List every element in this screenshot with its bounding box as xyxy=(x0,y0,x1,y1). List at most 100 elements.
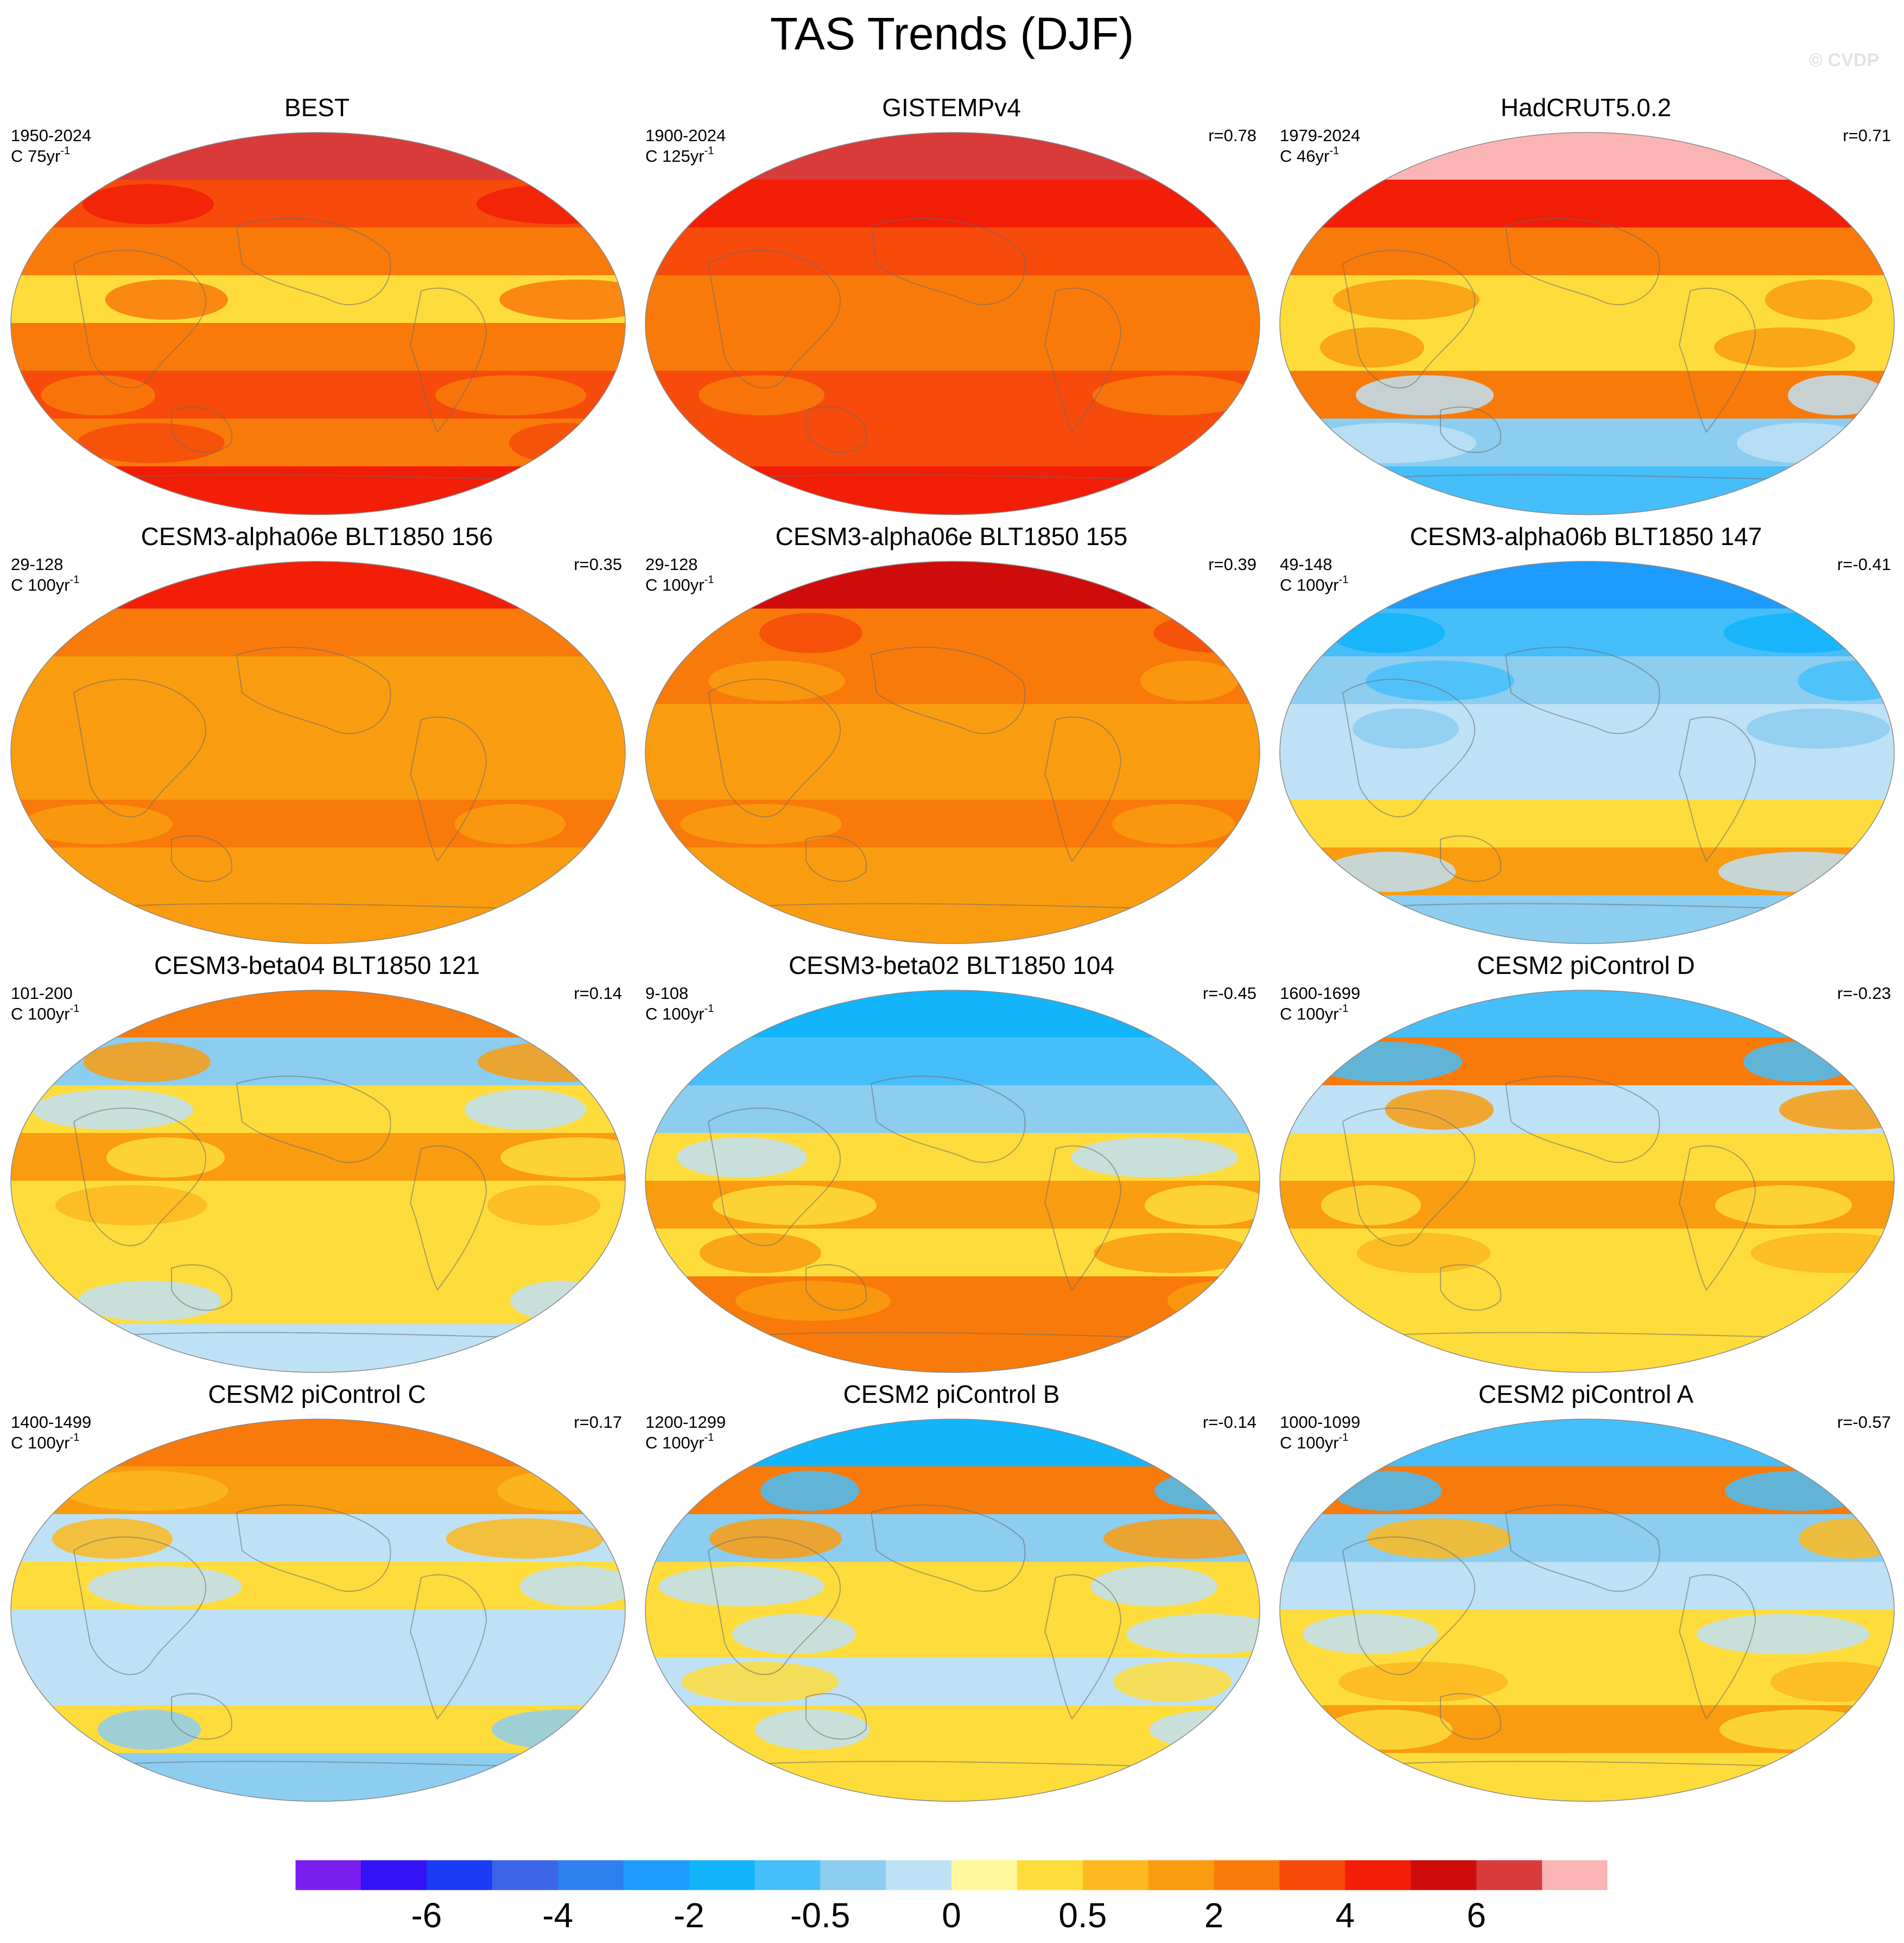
field-anomaly xyxy=(699,375,824,415)
panel-scale-exponent: -1 xyxy=(69,574,80,586)
colorbar-swatch xyxy=(1148,1860,1215,1890)
field-anomaly xyxy=(1734,756,1835,796)
field-anomaly xyxy=(299,613,409,653)
field-anomaly xyxy=(33,1090,193,1130)
coastline xyxy=(707,647,1197,910)
field-anomaly xyxy=(1564,1518,1727,1559)
field-anomaly xyxy=(713,1185,877,1225)
coastline xyxy=(73,1075,563,1339)
field-anomaly xyxy=(294,852,420,892)
coastline xyxy=(73,1504,563,1768)
field-anomaly xyxy=(1145,1185,1260,1225)
field-band xyxy=(645,1753,1260,1801)
field-anomaly xyxy=(905,661,1061,701)
field-anomaly xyxy=(1303,1614,1438,1654)
watermark: © CVDP xyxy=(1809,50,1879,71)
coastline xyxy=(1342,1504,1832,1768)
field-anomaly xyxy=(1385,1090,1494,1130)
field-anomaly xyxy=(924,232,1043,272)
colorbar-swatch xyxy=(492,1860,558,1890)
panel-period: 1600-1699 xyxy=(1280,984,1361,1003)
field-anomaly xyxy=(88,1566,242,1606)
colorbar-swatch xyxy=(820,1860,886,1890)
field-anomaly xyxy=(281,1042,426,1082)
map-outline xyxy=(10,561,626,944)
field-anomaly xyxy=(487,1185,600,1225)
panel-title: GISTEMPv4 xyxy=(882,93,1021,122)
panel-scale-text: C 100yr xyxy=(11,575,70,594)
panel-period: 29-128 xyxy=(645,555,698,574)
colorbar-tick-label: 6 xyxy=(1467,1896,1486,1935)
field-band xyxy=(1280,895,1894,944)
panel-correlation: r=-0.45 xyxy=(1202,984,1256,1003)
field-anomaly xyxy=(509,423,618,463)
field-anomaly xyxy=(1144,327,1260,368)
field-anomaly xyxy=(24,1662,169,1702)
colorbar-swatch xyxy=(1017,1860,1083,1890)
field-anomaly xyxy=(249,1518,388,1559)
field-anomaly xyxy=(1517,327,1640,368)
field-anomaly xyxy=(741,1042,880,1082)
panel-correlation: r=0.35 xyxy=(574,555,622,574)
field-anomaly xyxy=(468,756,621,796)
field-anomaly xyxy=(897,1233,1037,1273)
panel-period: 1950-2024 xyxy=(11,126,92,145)
map-panel: BEST 1950-2024 C 75yr-1 xyxy=(0,92,634,521)
field-band xyxy=(1280,1324,1894,1372)
field-anomaly xyxy=(969,423,1071,463)
field-anomaly xyxy=(289,327,388,368)
field-anomaly xyxy=(1714,327,1855,368)
field-anomaly xyxy=(1310,184,1465,224)
colorbar-tick-label: -6 xyxy=(411,1896,442,1935)
field-anomaly xyxy=(925,1090,1040,1130)
map-field xyxy=(1279,1419,1895,1802)
field-anomaly xyxy=(1770,1662,1894,1702)
field-band xyxy=(11,1324,625,1372)
field-anomaly xyxy=(1530,280,1695,320)
field-anomaly xyxy=(105,280,228,320)
field-anomaly xyxy=(1748,1566,1887,1606)
field-anomaly xyxy=(951,852,1089,892)
field-anomaly xyxy=(266,232,374,272)
field-anomaly xyxy=(1384,232,1497,272)
panel-scale: C 100yr-1 xyxy=(11,574,80,595)
field-anomaly xyxy=(1367,1518,1511,1559)
field-anomaly xyxy=(1581,232,1712,272)
coastline xyxy=(73,218,563,482)
field-anomaly xyxy=(1742,184,1858,224)
colorbar-swatch xyxy=(1345,1860,1411,1890)
panel-correlation: r=-0.41 xyxy=(1837,555,1891,574)
panel-scale-text: C 100yr xyxy=(1280,1433,1339,1452)
colorbar-swatch xyxy=(1082,1860,1149,1890)
field-anomaly xyxy=(1354,1566,1456,1606)
field-anomaly xyxy=(731,756,859,796)
field-anomaly xyxy=(41,375,155,415)
field-anomaly xyxy=(519,708,625,749)
map-field xyxy=(645,561,1260,944)
field-anomaly xyxy=(469,1614,618,1654)
map-field xyxy=(10,132,626,515)
panel-scale: C 100yr-1 xyxy=(1280,1003,1348,1024)
field-anomaly xyxy=(1113,1662,1232,1702)
panel-scale-exponent: -1 xyxy=(704,1003,714,1015)
field-anomaly xyxy=(1550,708,1674,749)
coastline xyxy=(1342,218,1832,482)
field-anomaly xyxy=(1311,1042,1462,1082)
field-anomaly xyxy=(1718,852,1887,892)
field-anomaly xyxy=(295,1710,416,1750)
coastline xyxy=(707,1504,1197,1768)
map-outline xyxy=(645,561,1260,944)
field-anomaly xyxy=(500,1137,625,1178)
field-anomaly xyxy=(435,375,586,415)
field-anomaly xyxy=(510,1281,614,1321)
panel-scale-exponent: -1 xyxy=(60,145,71,157)
field-anomaly xyxy=(248,661,391,701)
field-anomaly xyxy=(735,1281,891,1321)
field-anomaly xyxy=(1338,1662,1508,1702)
panel-scale: C 100yr-1 xyxy=(645,574,714,595)
field-anomaly xyxy=(952,1710,1086,1750)
field-anomaly xyxy=(1499,756,1657,796)
map-outline xyxy=(1279,561,1895,944)
field-anomaly xyxy=(892,708,1005,749)
panel-scale-exponent: -1 xyxy=(1329,145,1340,157)
